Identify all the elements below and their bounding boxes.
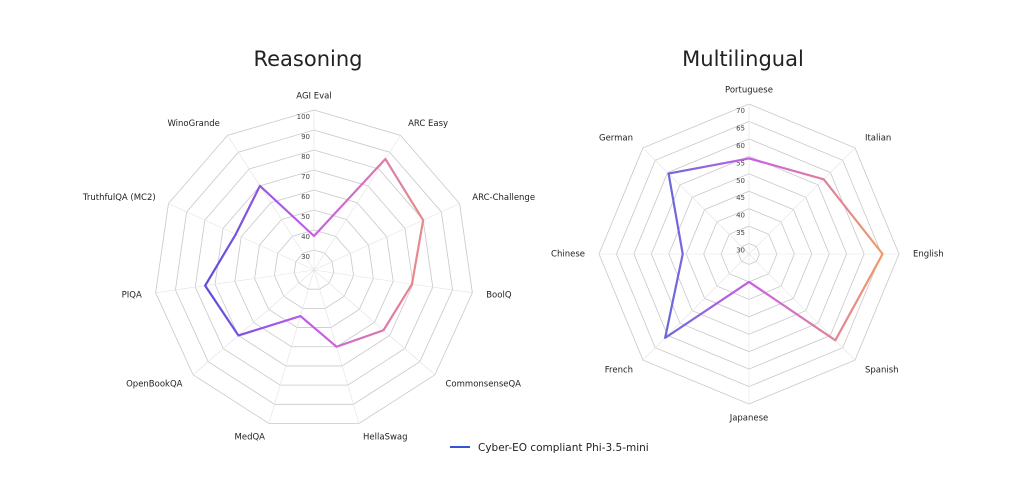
r-tick-label: 35	[736, 229, 745, 237]
spoke	[227, 135, 315, 271]
r-tick-label: 80	[301, 153, 310, 161]
r-tick-label: 30	[301, 253, 310, 261]
r-tick-label: 50	[736, 177, 745, 185]
chart-title: Multilingual	[682, 47, 804, 71]
grid-ring	[155, 109, 473, 424]
spoke	[313, 203, 460, 271]
category-label: WinoGrande	[167, 119, 219, 129]
category-label: AGI Eval	[296, 92, 331, 102]
category-label: OpenBookQA	[126, 379, 183, 389]
category-label: PIQA	[122, 290, 142, 300]
category-label: BoolQ	[486, 290, 512, 300]
r-tick-label: 70	[736, 107, 745, 115]
grid-ring	[175, 129, 453, 405]
spoke	[642, 253, 750, 361]
spoke	[313, 269, 436, 376]
category-label: Japanese	[729, 414, 769, 424]
spoke	[748, 147, 856, 255]
spoke	[155, 269, 315, 294]
r-tick-label: 70	[301, 173, 310, 181]
spoke	[313, 135, 401, 271]
category-label: ARC Easy	[408, 119, 448, 129]
spoke	[642, 147, 750, 255]
spoke	[192, 269, 315, 376]
category-label: ARC-Challenge	[472, 193, 535, 203]
category-label: Spanish	[865, 365, 899, 375]
category-label: French	[605, 365, 633, 375]
legend-label: Cyber-EO compliant Phi-3.5-mini	[478, 442, 649, 454]
r-tick-label: 55	[736, 159, 745, 167]
chart-title: Reasoning	[253, 47, 362, 71]
r-tick-label: 45	[736, 194, 745, 202]
r-tick-label: 60	[736, 142, 745, 150]
r-tick-label: 100	[297, 113, 310, 121]
category-label: CommonsenseQA	[446, 379, 522, 389]
grid-ring	[214, 169, 414, 367]
r-tick-label: 50	[301, 213, 310, 221]
r-tick-label: 60	[301, 193, 310, 201]
spoke	[168, 203, 315, 271]
r-tick-label: 40	[301, 233, 310, 241]
grid-ring	[273, 229, 355, 309]
series-line	[204, 157, 425, 348]
category-label: MedQA	[235, 432, 266, 442]
series-line	[664, 157, 884, 342]
category-label: German	[599, 134, 633, 144]
grid-ring	[234, 189, 394, 348]
spoke	[748, 253, 856, 361]
grid-ring	[293, 249, 335, 290]
grid-ring	[194, 149, 434, 386]
r-tick-label: 65	[736, 124, 745, 132]
r-tick-label: 30	[736, 247, 745, 255]
r-tick-label: 40	[736, 212, 745, 220]
r-tick-label: 90	[301, 133, 310, 141]
spoke	[268, 269, 315, 424]
category-label: Italian	[865, 134, 891, 144]
category-label: English	[913, 250, 944, 260]
category-label: TruthfulQA (MC2)	[82, 193, 156, 203]
category-label: Chinese	[551, 250, 585, 260]
spoke	[313, 269, 473, 294]
category-label: HellaSwag	[363, 432, 408, 442]
category-label: Portuguese	[725, 86, 773, 96]
